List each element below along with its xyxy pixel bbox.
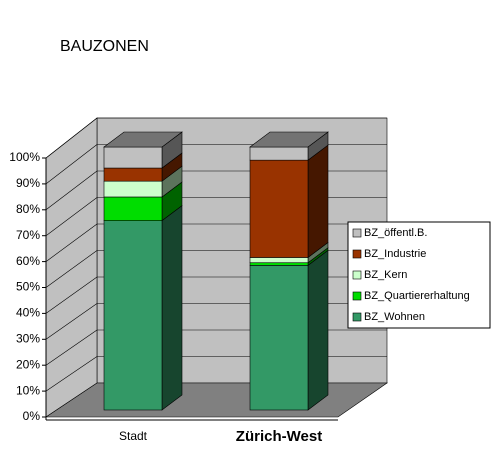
y-tick-label: 30% — [16, 331, 40, 345]
bar-side — [161, 205, 183, 411]
y-tick-label: 100% — [9, 150, 40, 164]
bar-segment — [249, 159, 309, 258]
grid-line — [45, 250, 98, 288]
grid-line — [45, 223, 98, 262]
bar-segment — [103, 180, 163, 198]
legend-swatch — [352, 312, 362, 322]
legend-swatch — [352, 291, 362, 301]
legend: BZ_Wohnen BZ_Quartiererhaltung BZ_Kern BZ_I… — [347, 221, 491, 329]
grid-line — [45, 329, 98, 366]
bar-segment — [249, 146, 309, 161]
grid-line — [45, 276, 98, 314]
y-tick-label: 50% — [16, 280, 40, 294]
plot-walls — [42, 117, 388, 421]
bar-segment — [249, 262, 309, 266]
legend-label: BZ_Quartiererhaltung — [364, 290, 470, 302]
y-tick-label: 60% — [16, 254, 40, 268]
legend-swatch — [352, 249, 362, 259]
bar-segment — [103, 220, 163, 411]
grid-line — [45, 144, 98, 185]
bar-top — [249, 131, 329, 148]
x-tick-label: Zürich-West — [236, 428, 322, 445]
y-tick-label: 90% — [16, 176, 40, 190]
side-wall — [45, 117, 98, 418]
y-tick-label: 70% — [16, 228, 40, 242]
x-tick-label: Stadt — [119, 429, 148, 443]
bar-segment — [103, 196, 163, 221]
bar-top — [103, 131, 183, 148]
legend-label: BZ_Industrie — [364, 248, 426, 260]
y-tick-label: 20% — [16, 357, 40, 371]
grid-line — [45, 170, 98, 211]
bar-side — [307, 144, 329, 259]
grid-line — [45, 303, 98, 340]
bar-segment — [249, 265, 309, 411]
y-tick-label: 0% — [23, 409, 41, 423]
grid-line — [45, 356, 98, 392]
legend-swatch — [352, 270, 362, 280]
chart-title: BAUZONEN — [60, 38, 149, 55]
y-tick-label: 40% — [16, 306, 40, 320]
grid-line — [45, 117, 98, 159]
y-tick-label: 80% — [16, 202, 40, 216]
floor — [45, 382, 388, 418]
legend-label: BZ_Wohnen — [364, 311, 425, 323]
bar-segment — [103, 167, 163, 182]
grid-line — [45, 197, 98, 236]
legend-swatch — [352, 228, 362, 238]
legend-label: BZ_Kern — [364, 269, 407, 281]
legend-box — [347, 221, 491, 329]
bar-segment — [103, 146, 163, 169]
bar-segment — [249, 257, 309, 264]
y-tick-label: 10% — [16, 383, 40, 397]
legend-label: BZ_öffentl.B. — [364, 227, 427, 239]
bar-side — [307, 249, 329, 411]
